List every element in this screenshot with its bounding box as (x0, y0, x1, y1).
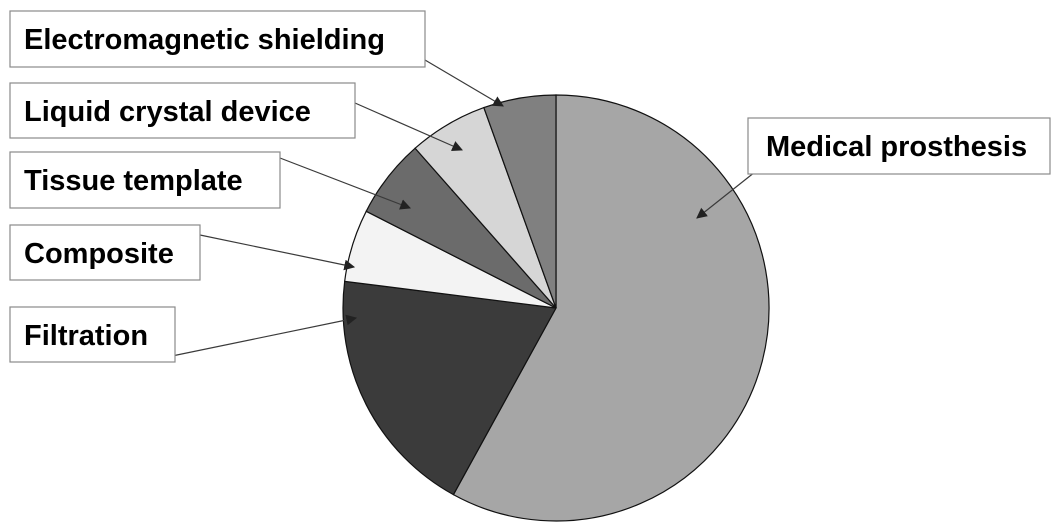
slice-label-text: Medical prosthesis (766, 131, 1027, 163)
slice-label-text: Tissue template (24, 165, 243, 197)
slice-label-electromagnetic-shielding: Electromagnetic shielding (9, 10, 426, 68)
leader-lines (171, 59, 761, 357)
label-box (747, 117, 1051, 175)
leader-line-filtration (171, 314, 358, 357)
slice-label-text: Electromagnetic shielding (24, 24, 385, 56)
label-box (9, 82, 356, 139)
leader-line-liquid-crystal-device (354, 102, 463, 152)
leader-line-medical-prosthesis (696, 167, 761, 219)
label-box (9, 151, 281, 209)
label-box (9, 306, 176, 363)
pie-slice-filtration (342, 280, 557, 496)
pie-slice-electromagnetic-shielding (483, 94, 557, 309)
slice-label-medical-prosthesis: Medical prosthesis (747, 117, 1051, 175)
slice-label-text: Liquid crystal device (24, 96, 311, 128)
slice-label-filtration: Filtration (9, 306, 176, 363)
leader-line-tissue-template (279, 157, 412, 210)
label-box (9, 10, 426, 68)
leader-line-composite (199, 234, 356, 271)
slice-labels: Medical prosthesis Filtration Composite Tis… (9, 10, 1051, 363)
slice-label-tissue-template: Tissue template (9, 151, 281, 209)
slice-label-liquid-crystal-device: Liquid crystal device (9, 82, 356, 139)
slice-label-text: Filtration (24, 320, 148, 352)
leader-line-electromagnetic-shielding (424, 59, 504, 107)
pie-slices (342, 94, 770, 522)
slice-label-text: Composite (24, 238, 174, 270)
slice-label-composite: Composite (9, 224, 201, 281)
label-box (9, 224, 201, 281)
pie-slice-medical-prosthesis (452, 94, 770, 522)
